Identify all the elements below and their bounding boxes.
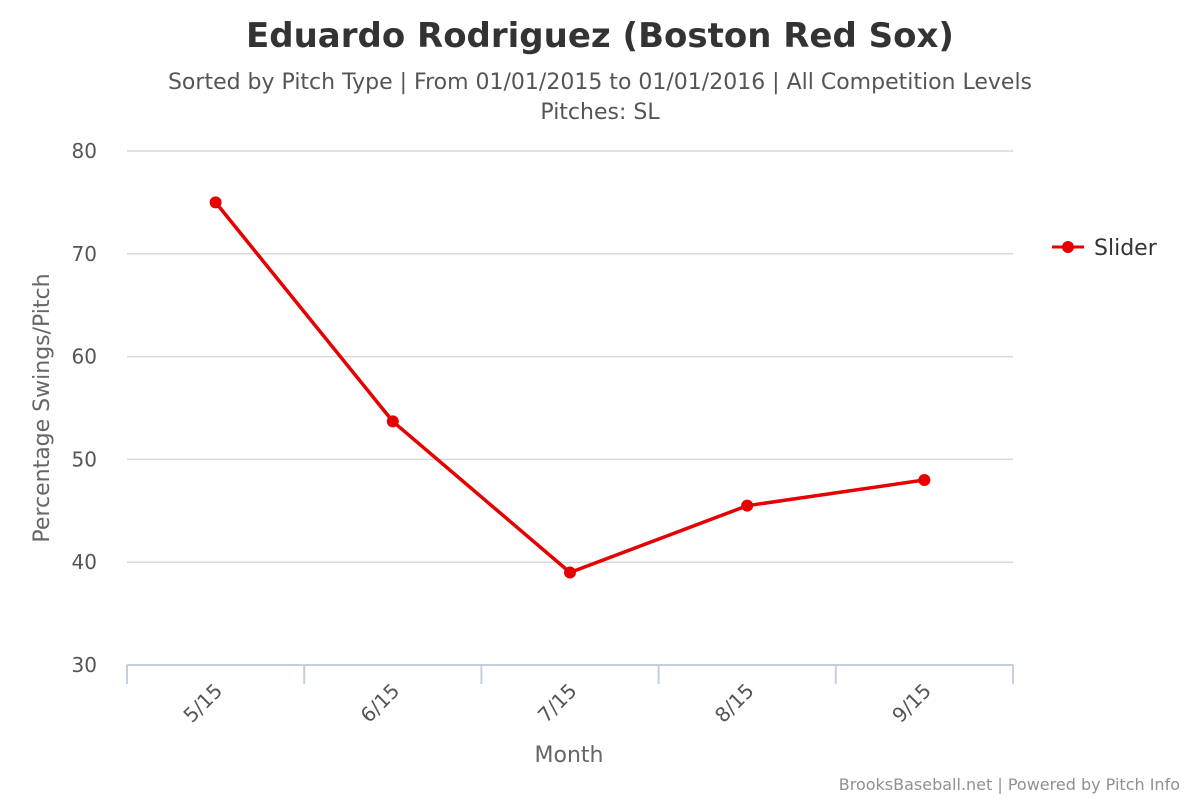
data-point-8-15 [741,499,754,512]
credits[interactable]: BrooksBaseball.net | Powered by Pitch In… [839,775,1180,794]
y-tick-label-70: 70 [72,242,97,266]
chart-title: Eduardo Rodriguez (Boston Red Sox) [246,16,954,56]
data-point-9-15 [918,473,931,486]
x-tick-label-6-15: 6/15 [356,679,405,728]
y-tick-label-40: 40 [72,550,97,574]
legend-slider-marker [1062,241,1074,253]
x-axis [126,664,1014,684]
legend[interactable]: Slider [1052,236,1158,261]
y-axis-ticks: 30 40 50 60 70 80 [72,139,97,677]
x-axis-title: Month [535,743,604,768]
y-tick-label-60: 60 [72,345,97,369]
y-axis-title: Percentage Swings/Pitch [30,273,55,542]
x-tick-label-9-15: 9/15 [887,679,936,728]
x-tick-label-5-15: 5/15 [178,679,227,728]
y-tick-label-30: 30 [72,653,97,677]
y-tick-label-50: 50 [72,447,97,471]
y-tick-label-80: 80 [72,139,97,163]
chart-subtitle-line2: Pitches: SL [540,100,660,125]
chart-subtitle-line1: Sorted by Pitch Type | From 01/01/2015 t… [168,70,1032,95]
x-tick-label-7-15: 7/15 [533,679,582,728]
x-tick-label-8-15: 8/15 [710,679,759,728]
series-line-slider [214,201,925,575]
x-axis-ticks: 5/15 6/15 7/15 8/15 9/15 [178,679,936,728]
data-point-6-15 [386,415,399,428]
data-point-5-15 [209,196,222,209]
gridlines [127,150,1013,563]
data-point-7-15 [564,566,576,579]
series-slider [209,196,931,579]
legend-slider-label[interactable]: Slider [1094,236,1158,261]
